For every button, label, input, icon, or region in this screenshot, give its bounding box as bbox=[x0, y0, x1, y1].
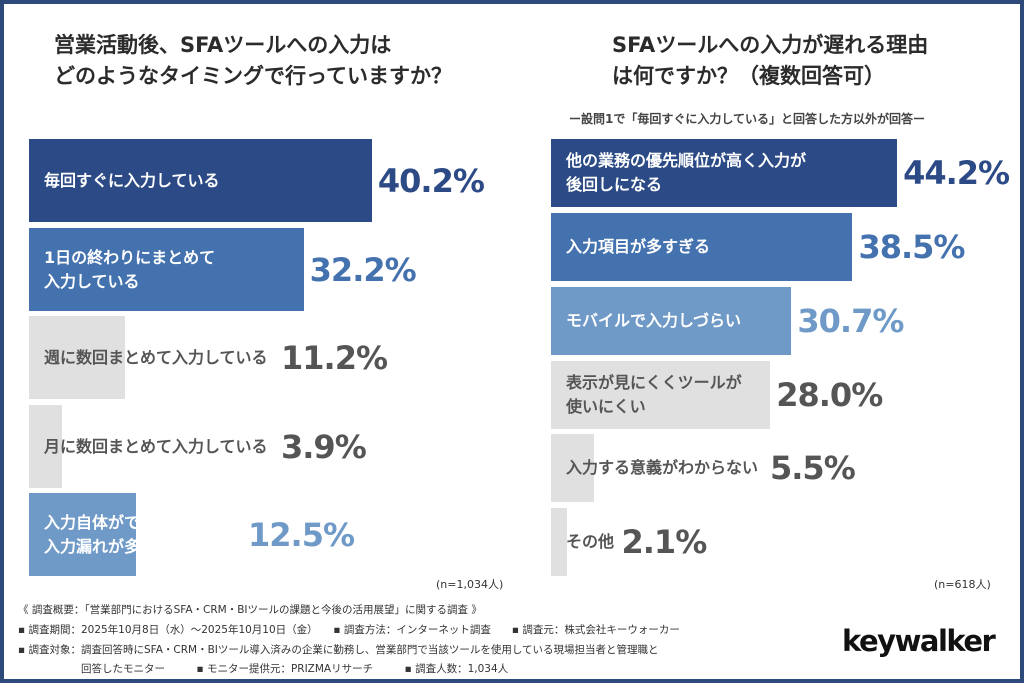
value-label: 44.2% bbox=[903, 154, 1010, 192]
value-label: 38.5% bbox=[858, 228, 965, 266]
bar-label: 表示が見にくくツールが 使いにくい bbox=[566, 373, 742, 416]
right-chart-sample-size: (n=618人) bbox=[934, 578, 991, 591]
bar-label: 週に数回まとめて入力している bbox=[44, 347, 268, 367]
value-label: 12.5% bbox=[248, 515, 355, 554]
bar bbox=[551, 434, 595, 502]
bar bbox=[551, 287, 792, 355]
bar-label: モバイルで入力しづらい bbox=[566, 311, 742, 330]
right-chart-title: SFAツールへの入力が遅れる理由 は何ですか？（複数回答可） bbox=[612, 33, 929, 88]
value-label: 28.0% bbox=[776, 376, 883, 414]
footer-survey-provider: 回答したモニター ▪ モニター提供元：PRIZMAリサーチ ▪ 調査人数：1,0… bbox=[18, 663, 509, 675]
bar-label: 1日の終わりにまとめて 入力している bbox=[44, 247, 216, 291]
bar bbox=[29, 405, 63, 488]
bar bbox=[551, 139, 898, 207]
bar-label: 入力する意義がわからない bbox=[566, 458, 759, 477]
bar-label: 他の業務の優先順位が高く入力が 後回しになる bbox=[566, 151, 807, 194]
footer-survey-period: ▪ 調査期間：2025年10月8日（水）〜2025年10月10日（金） ▪ 調査… bbox=[18, 624, 680, 636]
footer-survey-target: ▪ 調査対象：調査回答時にSFA・CRM・BIツール導入済みの企業に勤務し、営業… bbox=[18, 644, 659, 656]
bar bbox=[29, 316, 125, 399]
bar-label: 月に数回まとめて入力している bbox=[44, 436, 268, 456]
bar bbox=[551, 361, 771, 429]
bar bbox=[29, 139, 372, 222]
keywalker-logo: keywalker bbox=[842, 624, 996, 658]
value-label: 2.1% bbox=[621, 523, 708, 561]
footer-survey-title: 《 調査概要：「営業部門におけるSFA・CRM・BIツールの課題と今後の活用展望… bbox=[18, 604, 482, 616]
bar bbox=[29, 493, 136, 576]
bar bbox=[29, 228, 304, 311]
bar bbox=[551, 213, 853, 281]
value-label: 40.2% bbox=[377, 161, 485, 200]
left-chart-title: 営業活動後、SFAツールへの入力は どのようなタイミングで行っていますか？ bbox=[54, 33, 452, 88]
bar bbox=[551, 508, 568, 576]
value-label: 11.2% bbox=[281, 338, 388, 377]
value-label: 5.5% bbox=[770, 449, 856, 487]
bar-label: 毎回すぐに入力している bbox=[44, 170, 220, 190]
value-label: 3.9% bbox=[281, 427, 367, 466]
value-label: 32.2% bbox=[309, 250, 417, 289]
bar-label: 入力項目が多すぎる bbox=[566, 237, 711, 256]
left-chart-sample-size: (n=1,034人) bbox=[436, 578, 504, 591]
value-label: 30.7% bbox=[797, 302, 904, 340]
bar-label: 入力自体ができていない・ 入力漏れが多い bbox=[44, 512, 237, 556]
right-chart-subtitle: ー設問1で「毎回すぐに入力している」と回答した方以外が回答ー bbox=[569, 112, 925, 126]
bar-label: その他 bbox=[566, 532, 615, 551]
